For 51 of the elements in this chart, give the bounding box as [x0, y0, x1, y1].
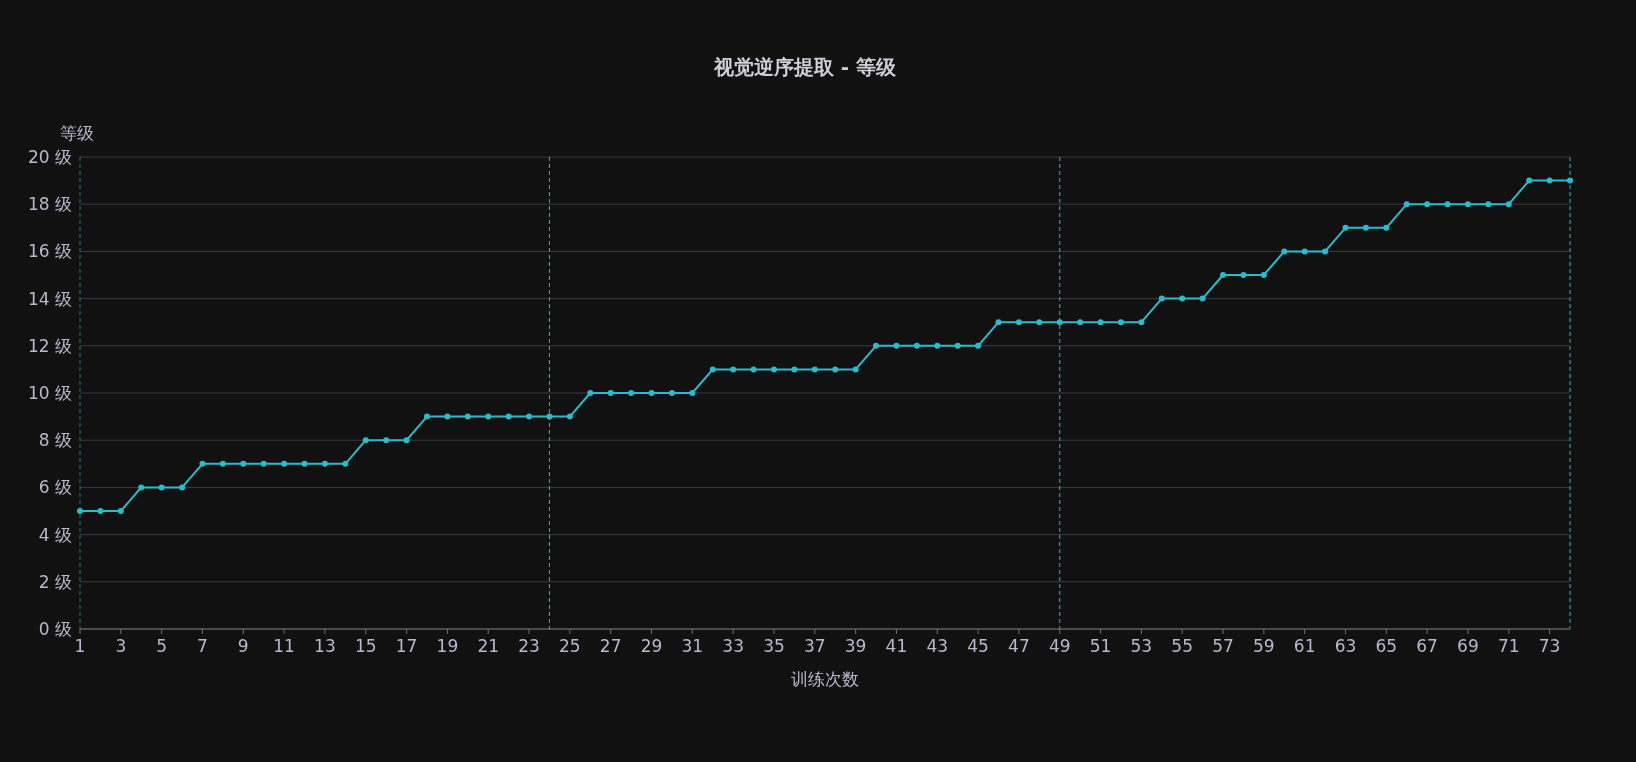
x-tick-label: 69 [1457, 636, 1479, 656]
x-tick-label: 59 [1253, 636, 1275, 656]
x-tick-label: 3 [115, 636, 127, 656]
x-tick-label: 53 [1130, 636, 1153, 656]
x-tick-label: 73 [1538, 636, 1561, 656]
x-tick-label: 7 [197, 636, 208, 656]
x-tick-label: 51 [1089, 636, 1112, 656]
y-tick-label: 18 级 [27, 194, 72, 215]
x-tick-label: 65 [1375, 636, 1398, 656]
x-tick-label: 25 [559, 636, 581, 656]
x-tick-label: 1 [74, 636, 86, 656]
x-tick-label: 29 [640, 636, 663, 656]
x-tick-label: 17 [395, 636, 418, 656]
x-tick-label: 43 [926, 636, 949, 656]
x-tick-label: 49 [1048, 636, 1071, 656]
x-tick-label: 67 [1416, 636, 1438, 656]
x-tick-label: 21 [477, 636, 500, 656]
chart-title: 视觉逆序提取 - 等级 [712, 55, 898, 79]
x-tick-label: 11 [273, 636, 295, 656]
x-tick-label: 19 [436, 636, 459, 656]
x-tick-label: 23 [518, 636, 540, 656]
y-tick-label: 0 级 [38, 619, 72, 639]
y-tick-label: 2 级 [38, 571, 72, 592]
x-tick-label: 47 [1008, 636, 1030, 656]
x-axis-title: 训练次数 [791, 669, 859, 689]
y-tick-label: 10 级 [27, 383, 72, 403]
x-tick-label: 39 [844, 636, 867, 656]
x-tick-label: 15 [354, 636, 377, 656]
x-tick-label: 27 [599, 636, 622, 656]
x-tick-label: 13 [314, 636, 336, 656]
y-tick-label: 14 级 [27, 288, 72, 309]
x-tick-label: 45 [967, 636, 989, 656]
y-tick-label: 20 级 [27, 147, 72, 167]
y-tick-label: 6 级 [38, 477, 72, 498]
y-tick-label: 8 级 [38, 430, 72, 451]
x-tick-label: 61 [1293, 636, 1316, 656]
x-tick-label: 57 [1212, 636, 1234, 656]
x-tick-label: 37 [803, 636, 826, 656]
y-tick-label: 12 级 [27, 335, 72, 356]
y-axis-title: 等级 [60, 123, 94, 143]
x-tick-label: 71 [1497, 636, 1520, 656]
x-tick-label: 35 [763, 636, 785, 656]
x-tick-label: 31 [681, 636, 704, 656]
x-tick-label: 33 [722, 636, 744, 656]
y-tick-label: 16 级 [27, 241, 72, 262]
x-tick-label: 63 [1334, 636, 1357, 656]
x-tick-label: 5 [156, 636, 168, 656]
y-tick-label: 4 级 [38, 524, 72, 545]
x-tick-label: 41 [885, 636, 908, 656]
x-tick-label: 55 [1171, 636, 1194, 656]
x-tick-label: 9 [237, 636, 249, 656]
